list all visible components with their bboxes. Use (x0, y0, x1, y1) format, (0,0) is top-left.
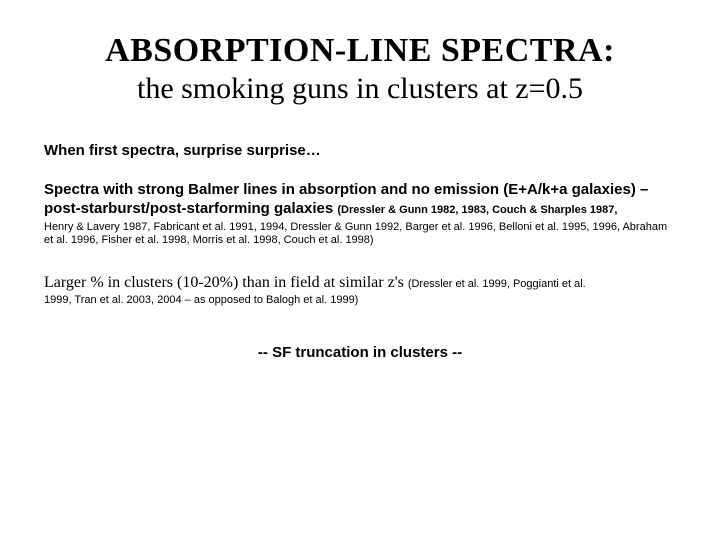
balmer-cite-lead-bold: (Dressler & Gunn 1982, 1983, Couch & Sha… (337, 204, 617, 216)
larger-cite-rest: 1999, Tran et al. 2003, 2004 – as oppose… (44, 294, 676, 308)
slide-body: When first spectra, surprise surprise… S… (44, 142, 676, 361)
balmer-cite-rest: Henry & Lavery 1987, Fabricant et al. 19… (44, 221, 676, 249)
punchline: -- SF truncation in clusters -- (44, 344, 676, 361)
larger-cite-lead: (Dressler et al. 1999, Poggianti et al. (408, 278, 586, 290)
slide-title-main: ABSORPTION-LINE SPECTRA: (44, 32, 676, 70)
balmer-cite-lead: (Dressler & Gunn 1982, 1983, Couch & Sha… (337, 204, 617, 216)
slide-title-sub: the smoking guns in clusters at z=0.5 (44, 72, 676, 106)
intro-line: When first spectra, surprise surprise… (44, 142, 676, 159)
larger-paragraph: Larger % in clusters (10-20%) than in fi… (44, 274, 676, 308)
slide: ABSORPTION-LINE SPECTRA: the smoking gun… (0, 0, 720, 540)
balmer-paragraph: Spectra with strong Balmer lines in abso… (44, 181, 676, 248)
larger-text: Larger % in clusters (10-20%) than in fi… (44, 274, 408, 291)
